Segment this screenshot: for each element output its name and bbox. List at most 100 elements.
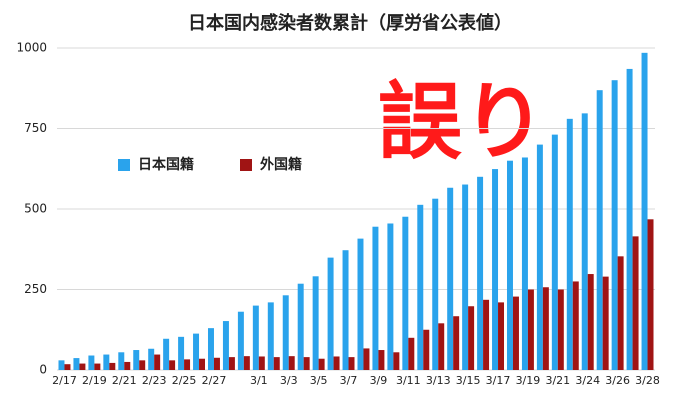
bar [258, 356, 265, 370]
chart-title: 日本国内感染者数累計（厚労省公表値） [188, 12, 512, 34]
bar [103, 354, 110, 370]
bar [453, 316, 460, 370]
x-tick-label: 3/9 [370, 374, 388, 387]
bar [402, 216, 409, 370]
x-tick-label: 3/24 [575, 374, 600, 387]
bar [133, 350, 140, 370]
x-tick-label: 2/27 [202, 374, 227, 387]
bar [581, 113, 588, 370]
bar [417, 204, 424, 370]
x-tick-label: 3/28 [635, 374, 660, 387]
y-tick-label: 500 [24, 202, 47, 216]
x-tick-label: 3/7 [340, 374, 358, 387]
bar [252, 305, 259, 370]
bar [468, 306, 475, 370]
bar [237, 311, 244, 370]
bar [327, 257, 334, 370]
legend-swatch [118, 159, 130, 171]
bar [178, 336, 185, 370]
bar [557, 289, 564, 370]
bar [536, 144, 543, 370]
bar [58, 360, 65, 370]
x-tick-label: 2/17 [52, 374, 77, 387]
bar [312, 276, 319, 370]
bar [213, 357, 220, 370]
bar [154, 354, 161, 370]
bar [342, 250, 349, 370]
bar [617, 256, 624, 370]
bar [222, 321, 229, 370]
x-tick-label: 3/17 [486, 374, 511, 387]
bar [393, 352, 400, 370]
x-tick-label: 3/11 [396, 374, 421, 387]
bar [521, 157, 528, 370]
bar [477, 176, 484, 370]
x-tick-label: 3/21 [545, 374, 570, 387]
bar [363, 348, 370, 370]
x-tick-label: 3/13 [426, 374, 451, 387]
x-tick-label: 3/26 [605, 374, 630, 387]
x-tick-label: 2/23 [142, 374, 167, 387]
bar [462, 184, 469, 370]
bar [169, 360, 176, 370]
y-tick-label: 750 [24, 121, 47, 135]
bar [243, 356, 250, 370]
x-tick-label: 2/25 [172, 374, 197, 387]
bar [641, 52, 648, 371]
bar [626, 68, 633, 371]
bar [611, 80, 618, 370]
x-tick-label: 3/1 [250, 374, 268, 387]
bar [438, 323, 445, 370]
x-tick-label: 2/21 [112, 374, 137, 387]
y-tick-label: 0 [39, 363, 47, 377]
bar [148, 348, 155, 370]
bar [542, 287, 549, 370]
legend-swatch [240, 159, 252, 171]
bar [267, 302, 274, 370]
bar [551, 134, 558, 370]
bar [506, 160, 513, 370]
bar [199, 358, 206, 370]
bar [498, 302, 505, 370]
bar [333, 356, 340, 370]
bar [297, 283, 304, 370]
bar [492, 169, 499, 370]
bar [118, 352, 125, 370]
x-tick-label: 3/3 [280, 374, 298, 387]
x-tick-label: 3/15 [456, 374, 481, 387]
bar [432, 198, 439, 370]
x-tick-label: 3/19 [516, 374, 541, 387]
bar [303, 357, 310, 370]
bar [348, 357, 355, 370]
bar [207, 328, 214, 370]
bar [587, 274, 594, 370]
bar [282, 295, 289, 370]
bar [193, 333, 200, 370]
bar [423, 329, 430, 370]
bar [163, 338, 170, 370]
y-tick-label: 1000 [16, 41, 47, 55]
legend-label: 日本国籍 [138, 156, 194, 173]
legend-label: 外国籍 [260, 156, 302, 173]
bar [632, 236, 639, 370]
bar [372, 226, 379, 370]
y-tick-label: 250 [24, 282, 47, 296]
bar [647, 219, 654, 370]
bar [273, 357, 280, 370]
bar [408, 337, 415, 370]
bar [109, 362, 116, 370]
bar [184, 359, 191, 370]
bar [357, 238, 364, 370]
bar [566, 118, 573, 370]
bar [64, 364, 71, 370]
bar [318, 358, 325, 370]
bar [88, 355, 95, 370]
bar [512, 296, 519, 370]
x-tick-label: 2/19 [82, 374, 107, 387]
bar [572, 281, 579, 370]
bar [527, 289, 534, 370]
bar [447, 187, 454, 370]
annotation: 誤り [378, 73, 546, 171]
bar [288, 356, 295, 370]
